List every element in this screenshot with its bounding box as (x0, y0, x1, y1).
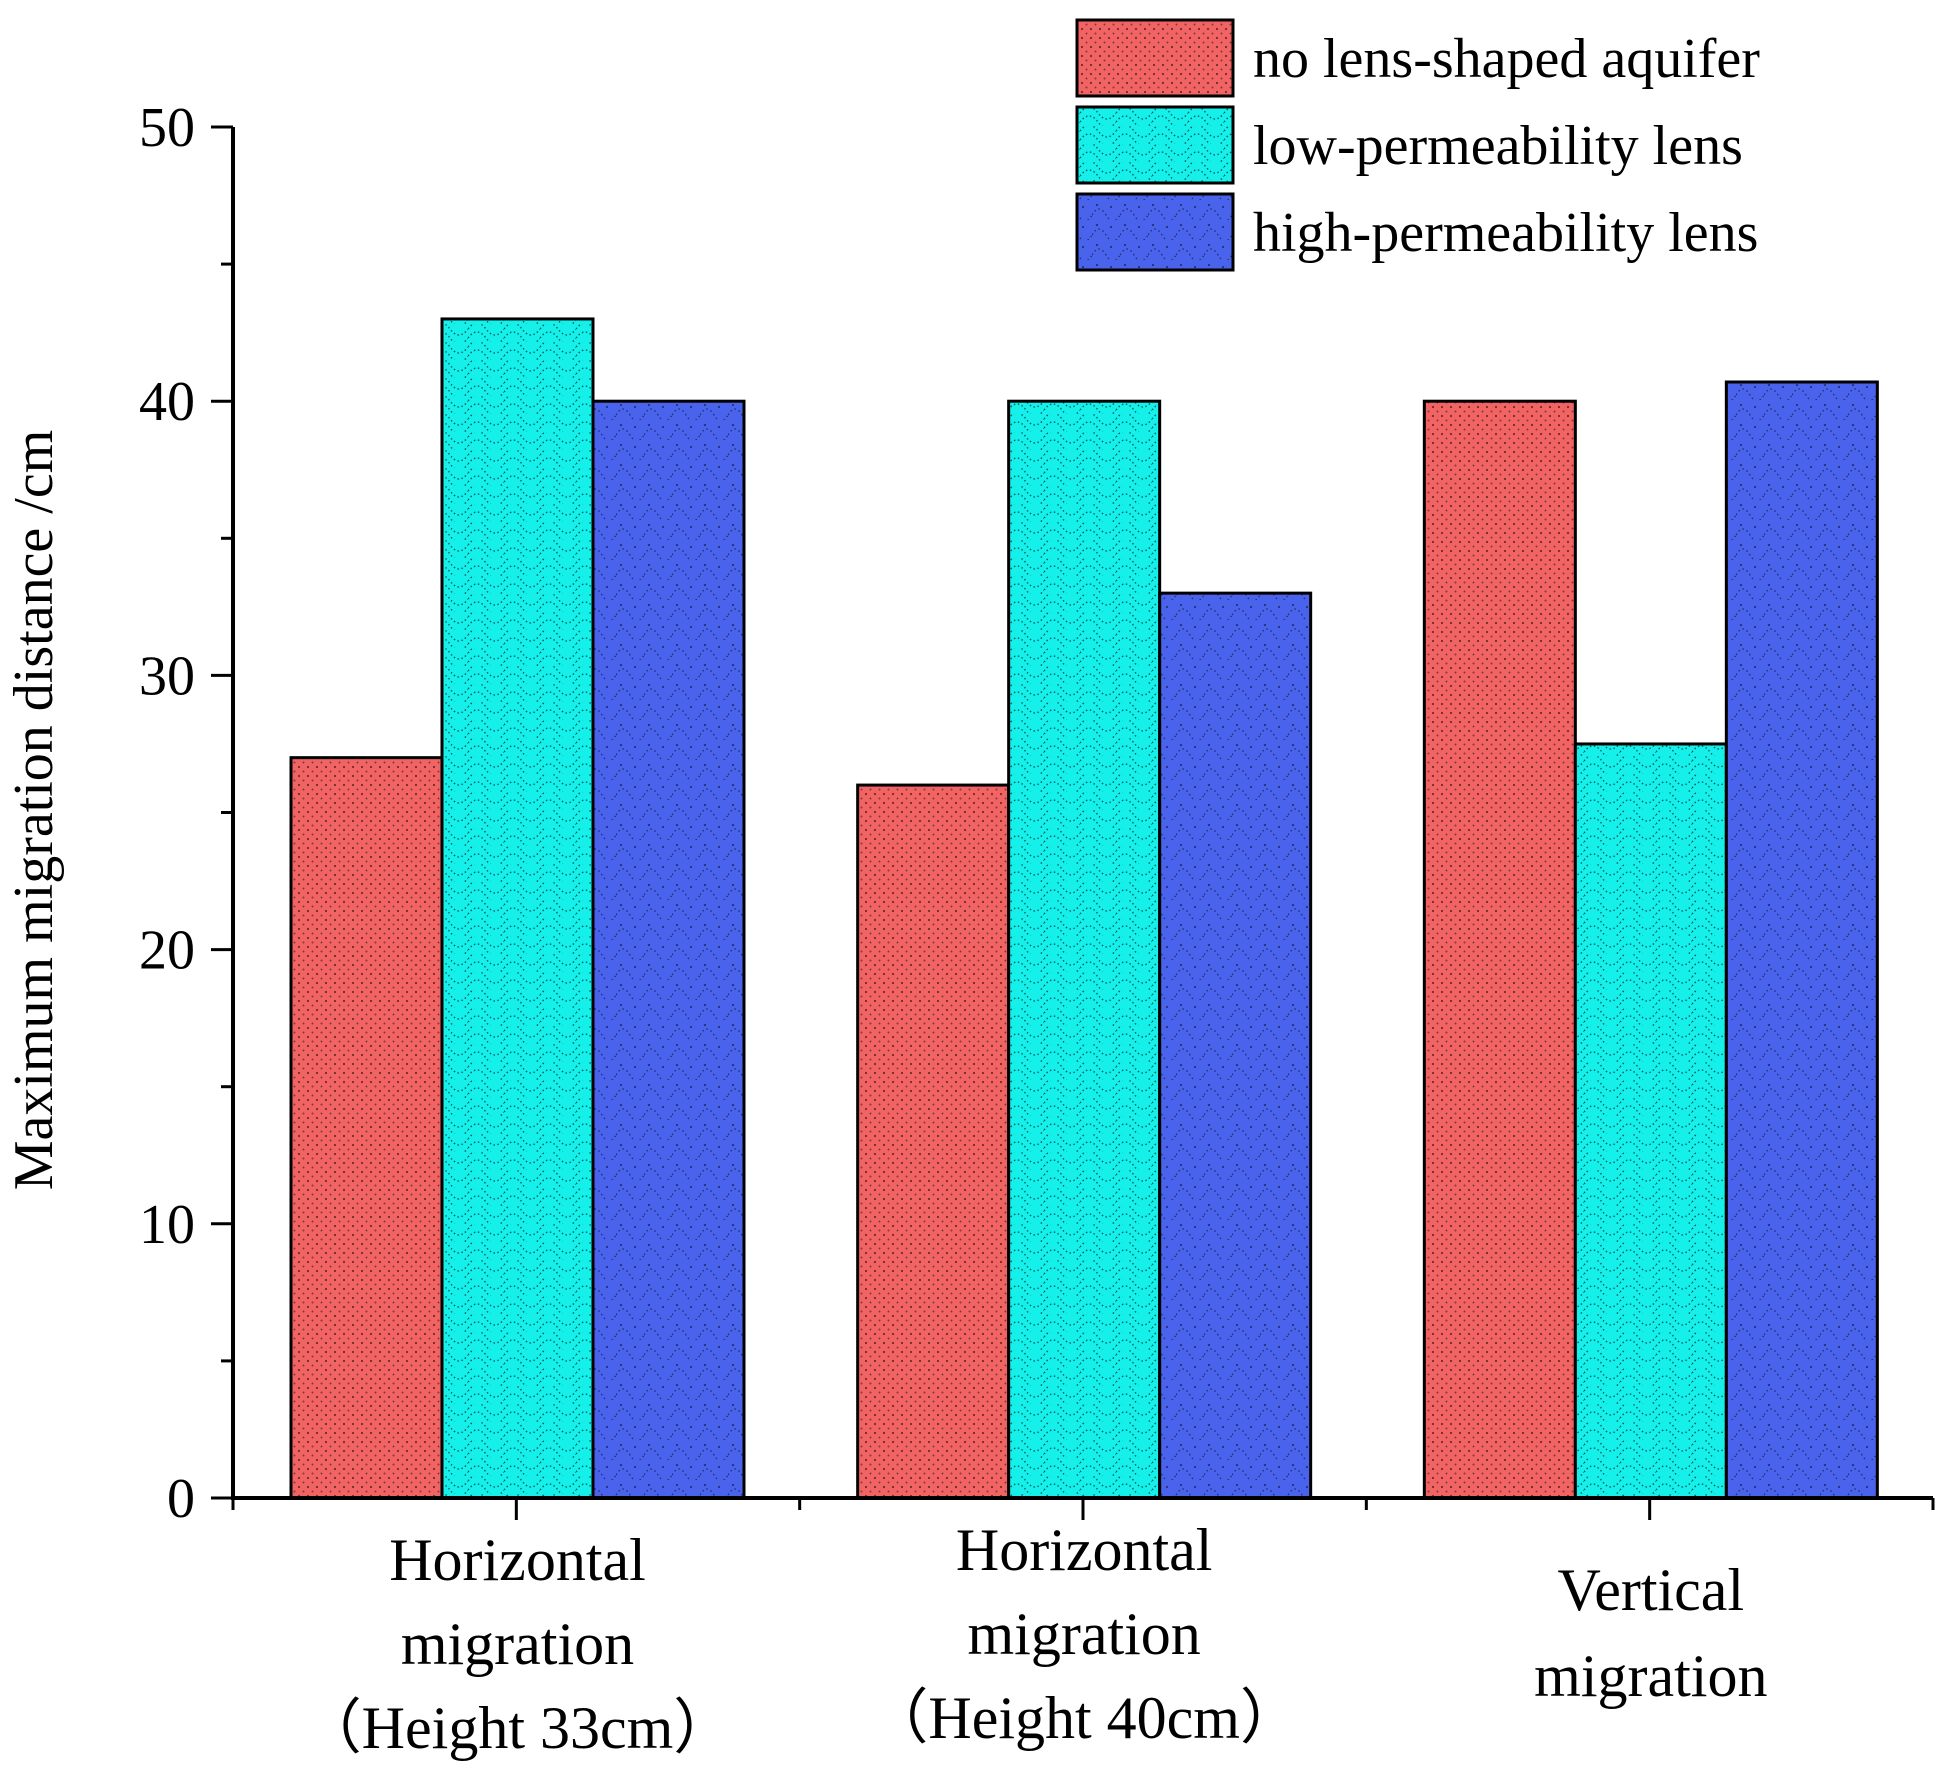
bar-texture-s3-c3 (1726, 382, 1878, 1499)
y-axis-title: Maximum migration distance /cm (3, 430, 65, 1191)
category-label-line: Vertical (1558, 1557, 1745, 1623)
y-tick-label: 10 (139, 1194, 195, 1256)
category-label-2: Horizontal migration （Height 40cm） (868, 1517, 1300, 1751)
x-category-labels: Horizontal migration （Height 33cm）Horizont… (302, 1517, 1768, 1761)
category-label-line: migration (1534, 1643, 1767, 1709)
bars-layer (289, 317, 1879, 1500)
legend-swatch-texture-2 (1077, 107, 1233, 183)
bar-texture-s2-c3 (1575, 743, 1727, 1498)
legend: no lens-shaped aquifer low-permeability l… (1075, 18, 1760, 272)
category-label-line: migration (968, 1601, 1201, 1667)
category-label-line: migration (401, 1611, 634, 1677)
legend-label-2: low-permeability lens (1253, 115, 1743, 177)
legend-label-1: no lens-shaped aquifer (1253, 28, 1760, 90)
y-tick-label: 0 (167, 1468, 195, 1530)
legend-swatch-texture-3 (1077, 194, 1233, 270)
category-label-1: Horizontal migration （Height 33cm） (302, 1527, 734, 1761)
y-tick-label: 50 (139, 97, 195, 159)
bar-texture-s2-c2 (1008, 401, 1160, 1499)
y-tick-label: 40 (139, 371, 195, 433)
legend-swatch-texture-1 (1077, 20, 1233, 96)
category-label-line: （Height 40cm） (868, 1685, 1300, 1751)
bar-texture-s3-c1 (593, 401, 744, 1499)
bar-texture-s1-c2 (857, 785, 1009, 1498)
bar-texture-s2-c1 (442, 318, 593, 1499)
axes-layer (211, 125, 1935, 1520)
category-label-line: Horizontal (956, 1517, 1213, 1583)
legend-label-3: high-permeability lens (1253, 202, 1758, 264)
bar-texture-s1-c3 (1424, 401, 1576, 1499)
y-tick-label: 20 (139, 920, 195, 982)
y-tick-labels: 0 10 20 30 40 50 (139, 97, 195, 1530)
category-label-line: （Height 33cm） (302, 1695, 734, 1761)
bar-texture-s3-c2 (1159, 593, 1311, 1498)
category-label-line: Horizontal (389, 1527, 646, 1593)
bar-texture-s1-c1 (291, 757, 442, 1498)
category-label-3: Vertical migration (1534, 1557, 1767, 1709)
y-tick-label: 30 (139, 645, 195, 707)
